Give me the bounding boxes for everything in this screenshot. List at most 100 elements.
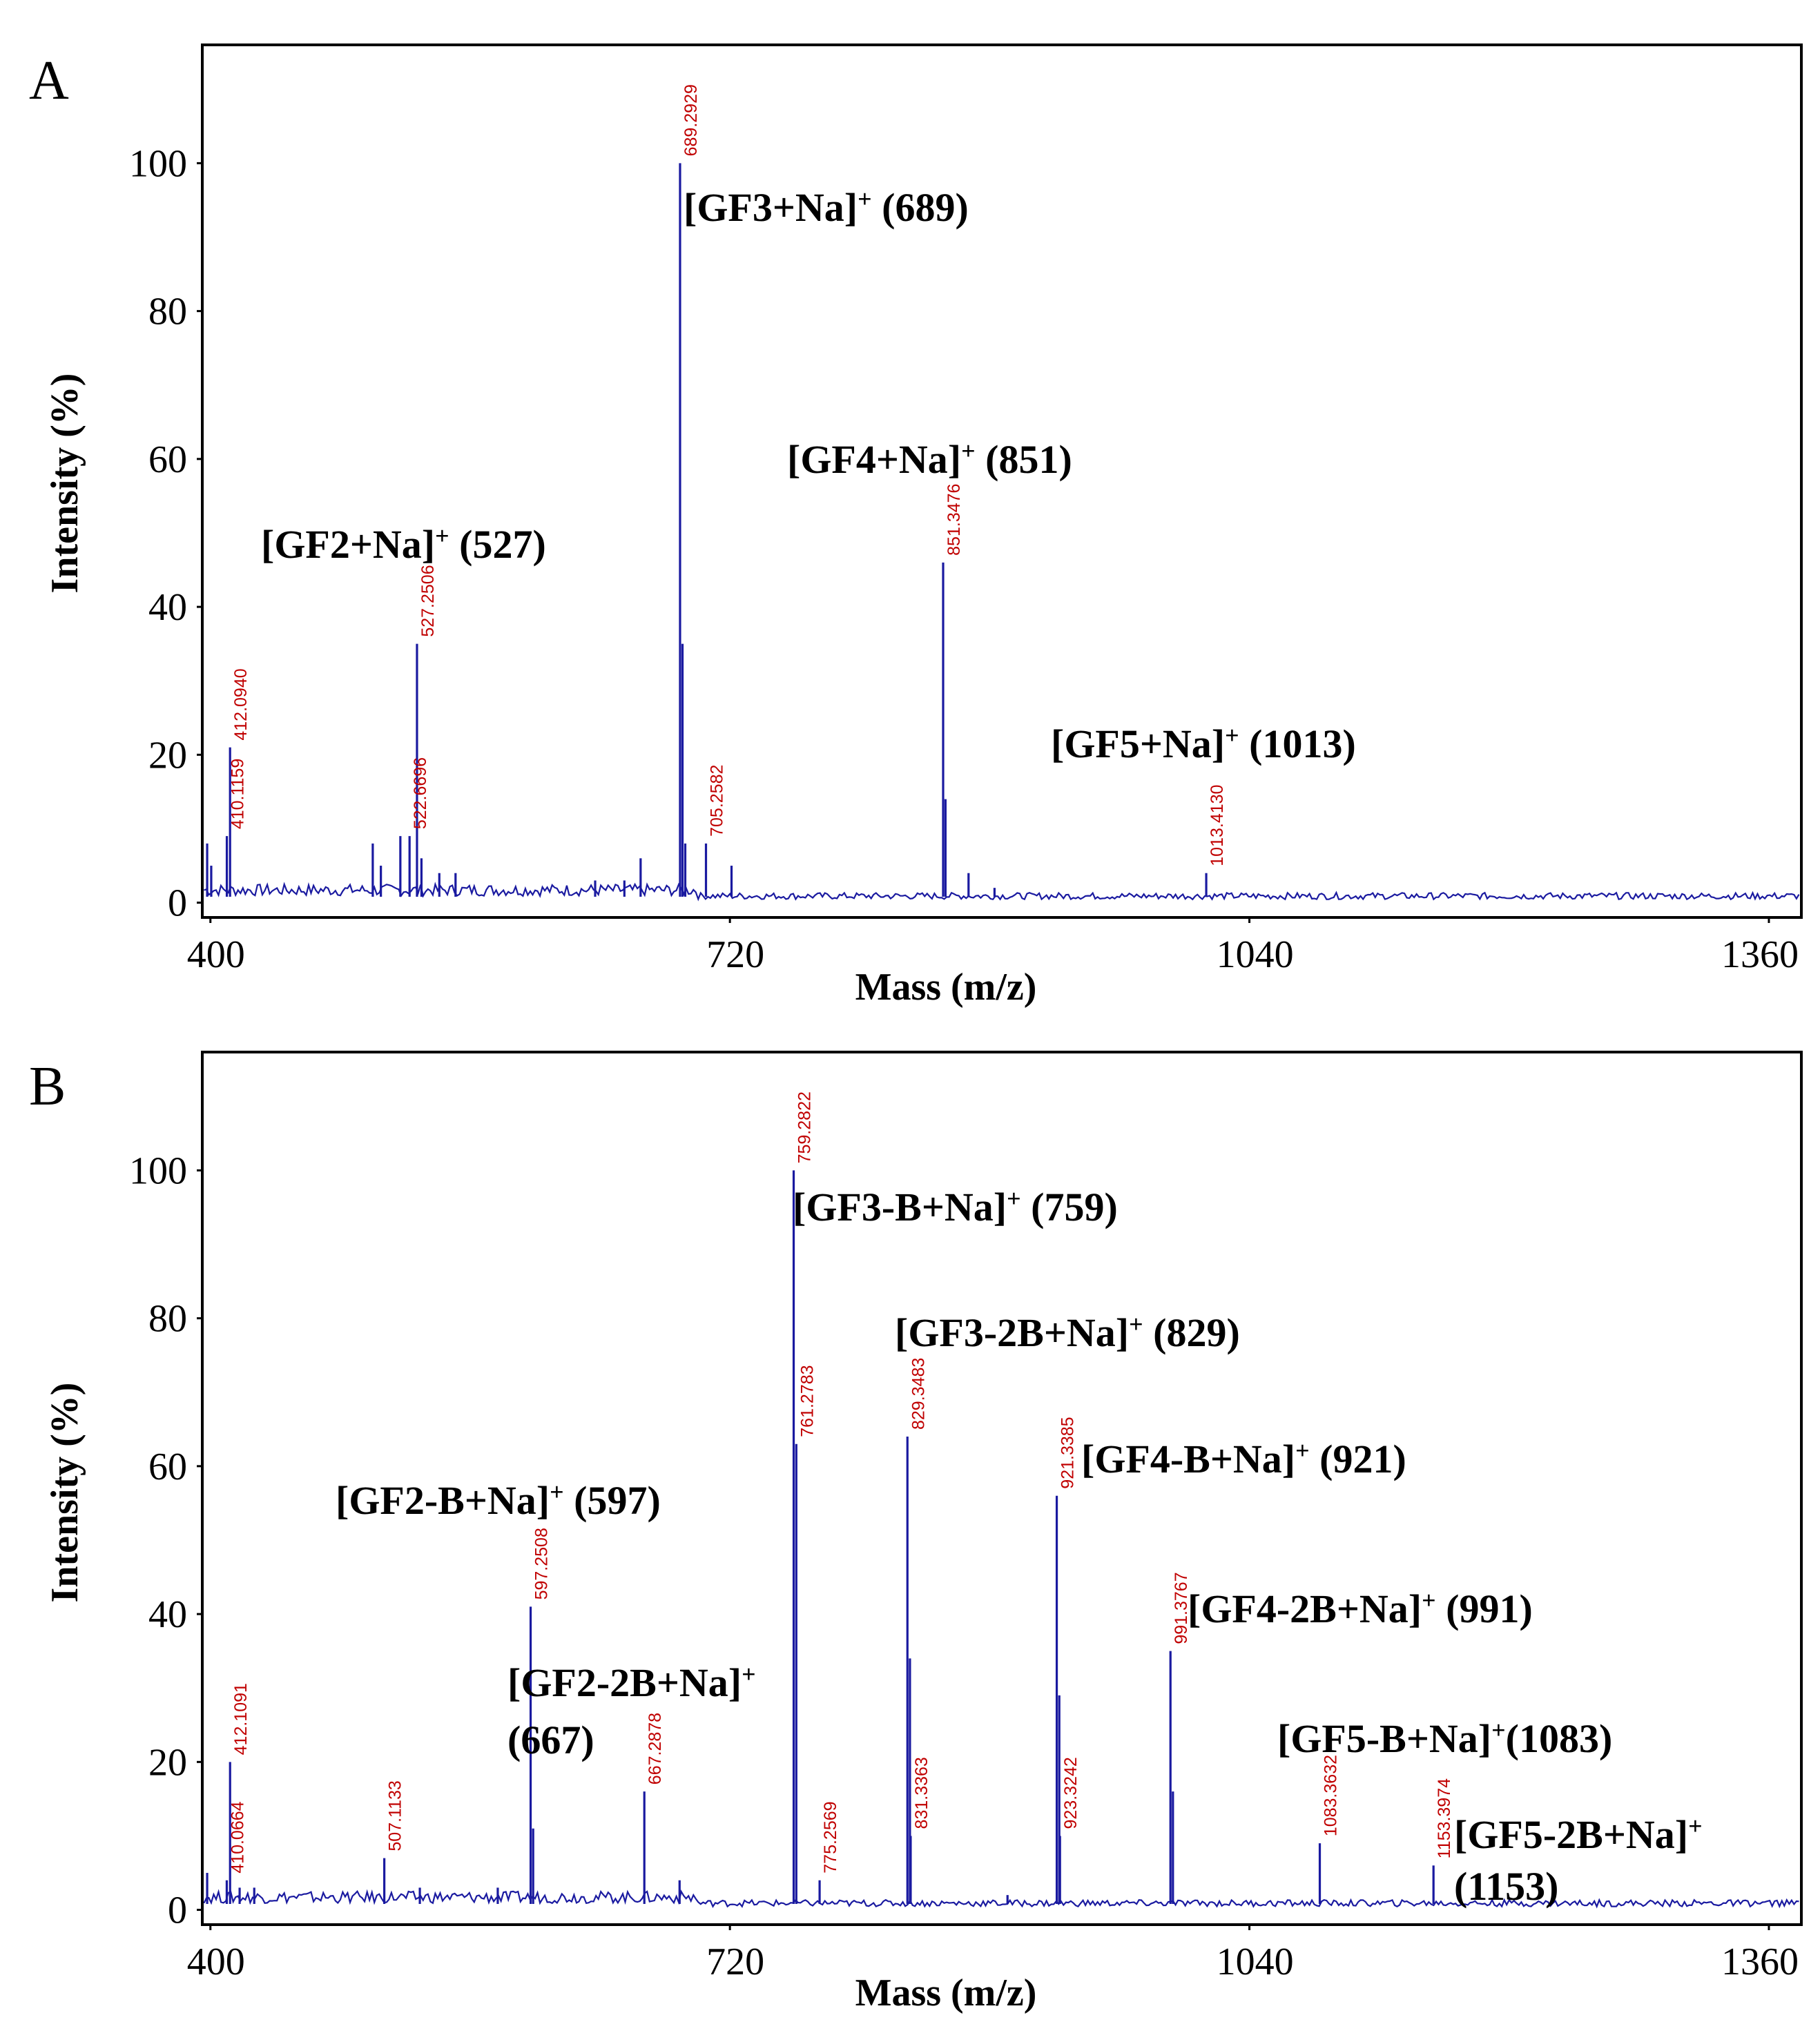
panel-b-letter: B <box>29 1056 66 1117</box>
panel-b-y-tick-label: 40 <box>148 1593 187 1636</box>
ann-tail: (921) <box>1310 1437 1406 1481</box>
ann-tail: (527) <box>449 522 546 567</box>
panel-a-y-tick-label: 80 <box>148 291 187 333</box>
ann-sup: + <box>1007 1185 1021 1212</box>
panel-b-annotation-gf5-2b: [GF5-2B+Na]+ <box>1454 1812 1703 1857</box>
panel-a-annotation-gf5: [GF5+Na]+ (1013) <box>1051 721 1356 766</box>
panel-b-x-tick-label: 1360 <box>1721 1941 1799 1983</box>
peak-label-775.2569: 775.2569 <box>821 1801 840 1873</box>
ann-sup: + <box>550 1478 564 1506</box>
panel-a-baseline-trace <box>204 882 1800 902</box>
panel-b-peaks <box>206 1170 1435 1905</box>
ann-sup: + <box>742 1660 756 1688</box>
peak-label-410.0664: 410.0664 <box>228 1801 247 1873</box>
ann-text: [GF3-B+Na] <box>793 1185 1007 1229</box>
panel-b-annotation-gf2-b: [GF2-B+Na]+ (597) <box>336 1478 661 1523</box>
ann-text: [GF2-2B+Na] <box>507 1660 742 1705</box>
peak-label-597.2508: 597.2508 <box>532 1528 552 1599</box>
panel-a-annotation-gf2: [GF2+Na]+ (527) <box>261 522 546 567</box>
ann-sup: + <box>961 437 976 465</box>
panel-b-annotation-gf3-b: [GF3-B+Na]+ (759) <box>793 1185 1118 1229</box>
peak-label-923.3242: 923.3242 <box>1061 1757 1081 1829</box>
panel-a-x-tick-label: 1360 <box>1721 933 1799 976</box>
panel-a-letter: A <box>29 50 69 111</box>
peak-label-527.2506: 527.2506 <box>418 565 438 636</box>
panel-b-peak-labels: 410.0664 412.1091 507.1133 597.2508 667.2878… <box>228 1091 1454 1874</box>
ann-sup: + <box>858 185 872 213</box>
panel-a-y-tick-label: 60 <box>148 438 187 481</box>
ann-tail: (689) <box>872 185 969 230</box>
panel-a-y-tick-label: 20 <box>148 734 187 777</box>
panel-a-y-tick-label: 0 <box>168 882 187 925</box>
panel-b-spectrum <box>203 1889 1799 1909</box>
peak-label-759.2822: 759.2822 <box>795 1091 815 1163</box>
peak-label-829.3483: 829.3483 <box>909 1358 928 1430</box>
peak-label-851.3476: 851.3476 <box>945 484 964 556</box>
panel-b-y-tick-label: 100 <box>129 1149 187 1192</box>
panel-a-plot-frame <box>201 43 1803 919</box>
ann-tail: (991) <box>1436 1586 1533 1631</box>
peak-label-1083.3632: 1083.3632 <box>1322 1755 1341 1836</box>
ann-text: [GF4+Na] <box>787 437 961 482</box>
panel-b-annotation-gf5-2b-mass: (1153) <box>1454 1864 1558 1909</box>
ann-text: [GF5-B+Na] <box>1277 1716 1491 1761</box>
panel-b-x-tick-label: 1040 <box>1217 1941 1294 1983</box>
panel-b-annotation-gf2-2b-mass: (667) <box>507 1718 594 1762</box>
panel-b: B 0 20 40 60 80 100 400 720 1040 1360 410.0664 412… <box>29 1051 1803 2014</box>
panel-a-y-axis-title: Intensity (%) <box>43 373 86 594</box>
ann-text: [GF5-2B+Na] <box>1454 1812 1688 1857</box>
panel-a-peaks <box>206 163 1208 897</box>
panel-b-x-tick-label: 720 <box>706 1941 764 1983</box>
peak-label-1013.4130: 1013.4130 <box>1208 785 1227 866</box>
panel-b-y-tick-label: 20 <box>148 1741 187 1784</box>
ann-text: [GF4-2B+Na] <box>1188 1586 1422 1631</box>
panel-a-x-tick-label: 400 <box>187 933 245 976</box>
ann-text: [GF3-2B+Na] <box>895 1310 1129 1355</box>
ann-sup: + <box>1422 1586 1436 1614</box>
panel-b-annotation-gf3-2b: [GF3-2B+Na]+ (829) <box>895 1310 1240 1355</box>
ann-tail: (597) <box>564 1478 661 1523</box>
peak-label-412.1091: 412.1091 <box>231 1683 251 1755</box>
panel-b-y-axis-title: Intensity (%) <box>43 1383 86 1603</box>
peak-label-1153.3974: 1153.3974 <box>1435 1778 1454 1858</box>
ann-text: [GF5+Na] <box>1051 721 1225 766</box>
peak-label-705.2582: 705.2582 <box>708 765 727 837</box>
panel-b-x-axis-title: Mass (m/z) <box>855 1972 1037 2014</box>
ann-sup: + <box>1688 1812 1703 1840</box>
ann-sup: + <box>1129 1310 1143 1338</box>
peak-label-522.6696: 522.6696 <box>411 757 430 829</box>
panel-a: A 0 20 40 60 80 100 400 720 1040 1360 410.1159 412… <box>29 43 1803 1009</box>
panel-a-annotation-gf4: [GF4+Na]+ (851) <box>787 437 1072 482</box>
ann-text: [GF4-B+Na] <box>1081 1437 1295 1481</box>
ann-sup: + <box>1225 721 1239 749</box>
ann-sup: + <box>1491 1716 1506 1744</box>
panel-a-axes: 0 20 40 60 80 100 400 720 1040 1360 <box>129 142 1799 976</box>
panel-b-baseline-trace <box>203 1889 1799 1909</box>
ann-tail: (829) <box>1143 1310 1240 1355</box>
peak-label-991.3767: 991.3767 <box>1172 1572 1191 1644</box>
panel-a-annotation-gf3: [GF3+Na]+ (689) <box>684 185 969 230</box>
panel-b-y-tick-label: 80 <box>148 1298 187 1341</box>
ann-sup: + <box>435 522 449 550</box>
panel-b-plot-frame <box>201 1051 1803 1926</box>
panel-b-y-tick-label: 0 <box>168 1889 187 1932</box>
ann-tail: (851) <box>976 437 1072 482</box>
ann-tail: (759) <box>1021 1185 1118 1229</box>
panel-a-y-tick-label: 40 <box>148 586 187 629</box>
ann-text: [GF2-B+Na] <box>336 1478 550 1523</box>
peak-label-507.1133: 507.1133 <box>386 1780 405 1851</box>
panel-b-x-tick-label: 400 <box>187 1941 245 1983</box>
panel-b-annotation-gf2-2b: [GF2-2B+Na]+ <box>507 1660 756 1705</box>
peak-label-689.2929: 689.2929 <box>681 84 701 156</box>
peak-label-761.2783: 761.2783 <box>797 1365 817 1437</box>
ann-text: [GF3+Na] <box>684 185 858 230</box>
peak-label-412.0940: 412.0940 <box>231 668 251 740</box>
ann-tail: (1083) <box>1506 1716 1613 1761</box>
panel-b-y-tick-label: 60 <box>148 1446 187 1488</box>
panel-b-axes: 0 20 40 60 80 100 400 720 1040 1360 <box>129 1149 1799 1983</box>
peak-label-410.1159: 410.1159 <box>229 759 248 829</box>
peak-label-921.3385: 921.3385 <box>1058 1417 1078 1488</box>
panel-b-annotation-gf4-b: [GF4-B+Na]+ (921) <box>1081 1437 1406 1481</box>
panel-a-peak-labels: 410.1159 412.0940 522.6696 527.2506 689.2929… <box>229 84 1228 866</box>
